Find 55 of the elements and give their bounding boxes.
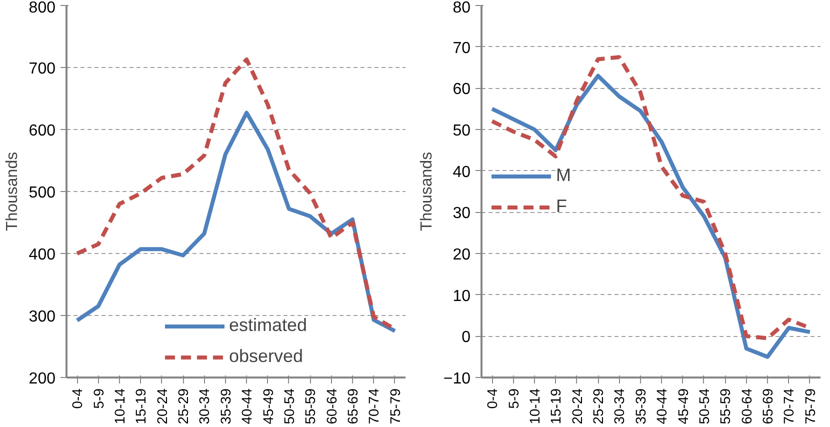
x-tick-label: 25-29	[590, 388, 606, 424]
x-tick-label: 65-69	[760, 388, 776, 424]
x-tick-label: 5-9	[90, 388, 106, 409]
y-tick-label: 30	[452, 205, 471, 222]
x-tick-label: 35-39	[217, 388, 234, 424]
y-tick-label: 40	[452, 164, 471, 181]
legend-label: observed	[228, 346, 304, 367]
y-tick-label: 10	[452, 288, 471, 305]
x-tick-label: 45-49	[260, 388, 276, 424]
y-tick-label: 60	[452, 81, 471, 98]
x-tick-label: 15-19	[132, 388, 149, 424]
legend-label: estimated	[228, 315, 308, 336]
y-axis-title: Thousands	[4, 152, 21, 232]
y-tick-label: −10	[443, 370, 471, 388]
x-tick-label: 50-54	[696, 388, 712, 424]
y-tick-label: 500	[28, 184, 56, 202]
x-tick-label: 10-14	[526, 388, 542, 424]
x-tick-label: 40-44	[238, 388, 255, 424]
x-tick-label: 25-29	[175, 388, 192, 424]
x-tick-label: 50-54	[280, 388, 297, 424]
y-tick-label: 800	[28, 0, 56, 16]
x-tick-label: 10-14	[111, 388, 128, 424]
y-tick-label: 400	[28, 246, 56, 264]
x-tick-label: 20-24	[568, 388, 585, 424]
y-tick-label: 20	[452, 246, 471, 264]
y-tick-label: 700	[28, 60, 56, 78]
x-tick-label: 55-59	[302, 388, 318, 424]
x-tick-label: 45-49	[674, 388, 691, 424]
y-tick-label: 70	[452, 40, 471, 57]
y-axis-title: Thousands	[418, 152, 436, 232]
x-tick-label: 70-74	[366, 388, 382, 424]
y-tick-label: 0	[462, 329, 471, 346]
x-tick-label: 20-24	[154, 388, 170, 424]
x-tick-label: 75-79	[386, 388, 403, 424]
y-tick-label: 50	[452, 122, 471, 140]
x-tick-label: 5-9	[505, 388, 522, 409]
x-tick-label: 35-39	[632, 388, 648, 424]
x-tick-label: 0-4	[69, 388, 86, 409]
x-tick-label: 15-19	[548, 388, 564, 424]
x-tick-label: 75-79	[802, 388, 818, 424]
x-tick-label: 55-59	[717, 388, 734, 424]
x-tick-label: 30-34	[196, 388, 212, 424]
y-tick-label: 80	[452, 0, 471, 16]
x-tick-label: 60-64	[738, 388, 754, 424]
y-tick-label: 300	[28, 308, 56, 326]
x-tick-label: 65-69	[344, 388, 361, 424]
y-tick-label: 600	[28, 122, 56, 140]
x-tick-label: 40-44	[654, 388, 670, 424]
legend-label: M	[556, 165, 572, 186]
x-tick-label: 70-74	[780, 388, 797, 424]
y-tick-label: 200	[28, 370, 56, 388]
x-tick-label: 30-34	[611, 388, 628, 424]
legend-label: F	[556, 196, 568, 217]
x-tick-label: 0-4	[484, 388, 500, 409]
x-tick-label: 60-64	[323, 388, 340, 424]
